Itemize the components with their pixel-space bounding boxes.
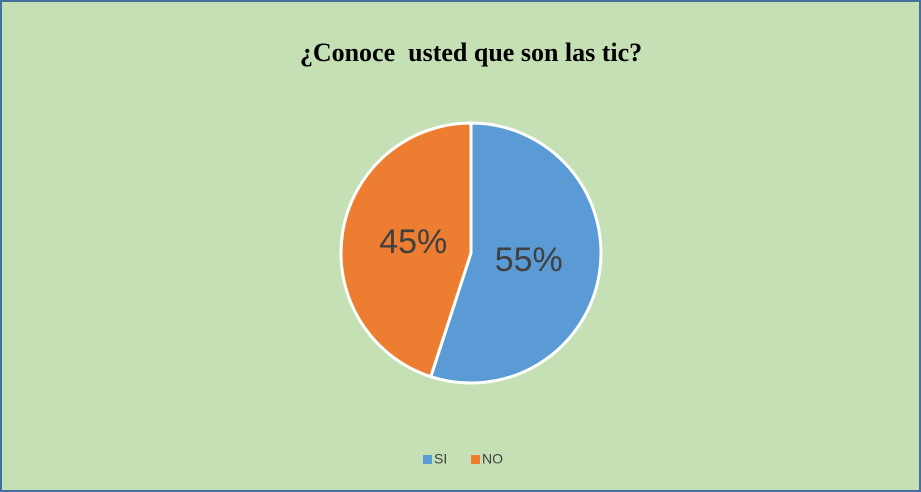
data-label: 55% (495, 241, 563, 279)
pie-slice (428, 121, 603, 385)
data-label: 45% (379, 223, 447, 261)
legend-label: SI (434, 451, 447, 467)
chart-title: ¿Conoce usted que son las tic? (300, 38, 642, 67)
legend-label: NO (482, 451, 503, 467)
legend-swatch (471, 455, 480, 464)
pie-slice (339, 121, 473, 379)
legend-swatch (423, 455, 432, 464)
